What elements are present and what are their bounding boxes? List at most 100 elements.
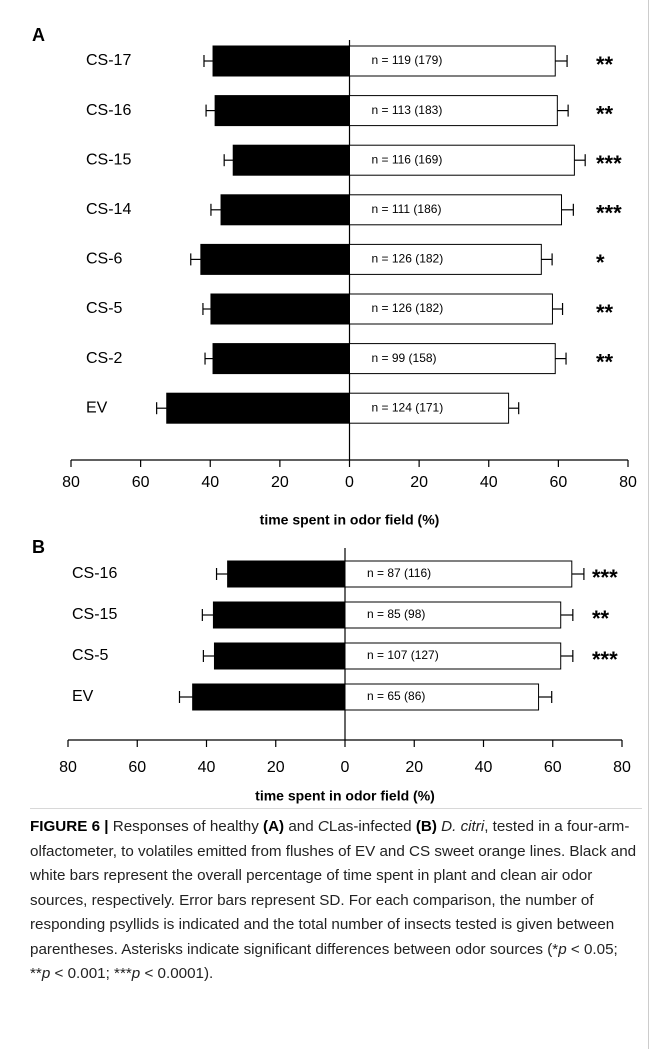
error-bar bbox=[552, 303, 564, 315]
caption-text: (B) bbox=[415, 818, 437, 835]
caption-text: < 0.001; *** bbox=[50, 965, 132, 982]
category-label: CS-6 bbox=[86, 251, 123, 268]
caption-text: FIGURE 6 | bbox=[30, 818, 109, 835]
error-bar bbox=[215, 568, 228, 580]
border bbox=[648, 0, 649, 1049]
category-label: CS-17 bbox=[86, 52, 131, 69]
error-bar bbox=[201, 609, 214, 621]
caption-text: p bbox=[131, 965, 141, 982]
bar bbox=[220, 194, 350, 226]
category-label: EV bbox=[86, 399, 108, 416]
error-bar bbox=[204, 352, 214, 365]
bar-label: n = 119 (179) bbox=[372, 53, 443, 67]
bar bbox=[349, 293, 553, 325]
significance: ** bbox=[596, 300, 614, 325]
x-axis-label: time spent in odor field (%) bbox=[255, 788, 435, 804]
bar-label: n = 99 (158) bbox=[372, 351, 437, 365]
caption-text: p bbox=[41, 965, 51, 982]
bar bbox=[349, 194, 563, 226]
caption-text: and bbox=[284, 818, 318, 835]
error-bar bbox=[202, 303, 211, 315]
x-tick-label: 80 bbox=[613, 759, 631, 776]
error-bar bbox=[538, 691, 553, 703]
category-label: CS-5 bbox=[72, 647, 109, 664]
caption-text: D. citri bbox=[441, 818, 485, 835]
bar-label: n = 65 (86) bbox=[367, 689, 425, 703]
caption-text: C bbox=[317, 818, 329, 835]
error-bar bbox=[178, 691, 193, 703]
caption-text: < 0.05; ** bbox=[30, 940, 618, 983]
bar bbox=[212, 343, 350, 375]
significance: *** bbox=[596, 201, 622, 226]
x-tick-label: 60 bbox=[549, 474, 567, 491]
bar-label: n = 111 (186) bbox=[372, 202, 442, 216]
bar bbox=[344, 560, 573, 588]
significance: ** bbox=[592, 606, 610, 631]
category-label: CS-16 bbox=[86, 102, 131, 119]
error-bar bbox=[190, 253, 201, 266]
bar-label: n = 113 (183) bbox=[372, 103, 443, 117]
x-tick-label: 40 bbox=[480, 474, 498, 491]
error-bar bbox=[574, 154, 586, 167]
caption-text: Responses of healthy bbox=[108, 818, 264, 835]
category-label: CS-15 bbox=[72, 606, 117, 623]
significance: ** bbox=[596, 349, 614, 374]
error-bar bbox=[560, 609, 574, 621]
x-tick-label: 60 bbox=[132, 474, 150, 491]
error-bar bbox=[555, 55, 568, 67]
bar-label: n = 87 (116) bbox=[367, 566, 431, 580]
panel-label: A bbox=[32, 25, 45, 45]
panel-label: B bbox=[32, 537, 45, 557]
error-bar bbox=[210, 203, 222, 216]
bar bbox=[192, 683, 346, 711]
x-tick-label: 80 bbox=[59, 759, 77, 776]
error-bar bbox=[561, 203, 574, 216]
bar bbox=[212, 601, 346, 629]
x-tick-label: 0 bbox=[345, 474, 354, 491]
x-tick-label: 40 bbox=[198, 759, 216, 776]
x-tick-label: 20 bbox=[271, 474, 289, 491]
caption: FIGURE 6 | Responses of healthy (A) and … bbox=[30, 815, 642, 987]
bar-label: n = 85 (98) bbox=[367, 607, 425, 621]
bar-label: n = 116 (169) bbox=[372, 152, 443, 166]
x-tick-label: 80 bbox=[619, 474, 637, 491]
bar-label: n = 126 (182) bbox=[372, 301, 444, 315]
category-label: CS-15 bbox=[86, 151, 131, 168]
bar-label: n = 124 (171) bbox=[372, 400, 444, 414]
category-label: CS-14 bbox=[86, 201, 131, 218]
error-bar bbox=[557, 104, 569, 117]
bar bbox=[344, 601, 562, 629]
x-tick-label: 60 bbox=[128, 759, 146, 776]
x-tick-label: 80 bbox=[62, 474, 80, 491]
x-tick-label: 40 bbox=[475, 759, 493, 776]
bar bbox=[349, 95, 558, 127]
category-label: CS-5 bbox=[86, 300, 123, 317]
significance: * bbox=[596, 250, 605, 275]
bar bbox=[214, 95, 350, 127]
x-tick-label: 40 bbox=[201, 474, 219, 491]
significance: *** bbox=[592, 647, 618, 672]
caption-text: , tested in a four-arm-olfactometer, to … bbox=[30, 818, 637, 958]
error-bar bbox=[156, 402, 167, 415]
error-bar bbox=[560, 650, 574, 662]
significance: *** bbox=[596, 151, 622, 176]
significance: ** bbox=[596, 52, 614, 77]
error-bar bbox=[205, 104, 216, 117]
x-tick-label: 20 bbox=[405, 759, 423, 776]
bar bbox=[210, 293, 350, 325]
x-tick-label: 20 bbox=[267, 759, 285, 776]
x-tick-label: 20 bbox=[410, 474, 428, 491]
bar bbox=[349, 144, 575, 176]
bar bbox=[200, 243, 350, 275]
error-bar bbox=[202, 650, 215, 662]
error-bar bbox=[223, 154, 234, 167]
error-bar bbox=[555, 352, 567, 365]
bar bbox=[227, 560, 346, 588]
x-axis-label: time spent in odor field (%) bbox=[260, 512, 440, 528]
chart-area: A 80 60 40 20 0 20 40 60 80 time spent in odor fie… bbox=[32, 25, 637, 804]
error-bar bbox=[508, 402, 520, 415]
caption-text: p bbox=[558, 940, 567, 958]
error-bar bbox=[541, 253, 553, 266]
significance: ** bbox=[596, 101, 614, 126]
bar-label: n = 107 (127) bbox=[367, 648, 439, 662]
